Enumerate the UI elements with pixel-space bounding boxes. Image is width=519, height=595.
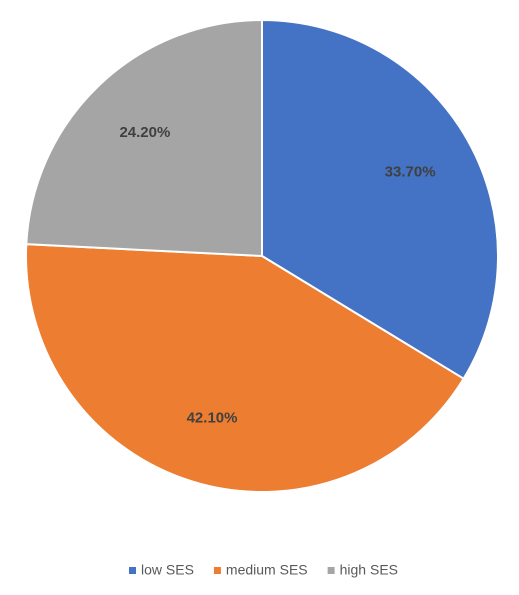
data-label: 33.70% [385,164,436,181]
legend-label: medium SES [226,562,308,578]
legend-swatch [213,567,221,574]
data-label: 42.10% [187,409,238,426]
pie-slice [25,243,465,493]
legend-swatch [129,567,136,574]
legend-label: high SES [340,562,398,578]
pie-slice [25,18,263,258]
legend-label: low SES [141,562,194,578]
pie-slice [261,18,499,381]
legend-swatch [327,567,335,574]
data-label: 24.20% [119,124,170,141]
